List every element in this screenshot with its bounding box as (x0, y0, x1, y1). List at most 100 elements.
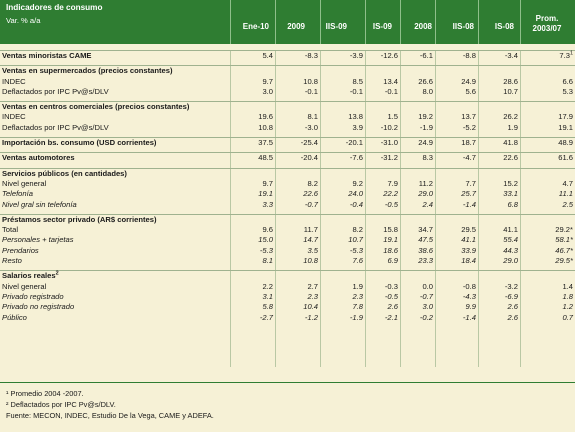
table-cell: -1.4 (435, 200, 478, 210)
table-row: Ventas en supermercados (precios constan… (0, 65, 575, 77)
cell-value: 2.3 (352, 291, 363, 301)
column-header-iis09: IIS-09 (325, 22, 347, 31)
table-cell: -2.7 (230, 313, 275, 323)
table-cell: -1.2 (275, 313, 320, 323)
cell-value: -0.1 (384, 86, 398, 96)
table-cell: 9.7 (230, 77, 275, 87)
row-label: Deflactados por IPC Pv@s/DLV (0, 123, 230, 133)
cell-value: 9.9 (465, 302, 476, 312)
table-cell: -3.4 (478, 50, 520, 62)
table-cell: 1.8 (520, 292, 575, 302)
table-cell: 34.7 (400, 225, 435, 235)
table-cell: -1.9 (320, 313, 365, 323)
cell-value: 4.7 (562, 178, 573, 188)
row-label-unit: (USD corrientes) (96, 138, 157, 148)
row-label: Prendarios (0, 246, 230, 256)
row-label-text: Ventas en supermercados (2, 66, 97, 76)
table-cell: -1.9 (400, 123, 435, 133)
cell-value: 9.6 (262, 225, 273, 235)
table-cell: -0.1 (275, 87, 320, 97)
table-cell: 29.5* (520, 256, 575, 266)
table-row: Telefonía 19.1 22.6 24.0 22.2 29.0 25.7 33.1 11.… (0, 189, 575, 199)
table-cell: 14.7 (275, 235, 320, 245)
footnotes: ¹ Promedio 2004 -2007. ² Deflactados por… (6, 388, 214, 421)
table-cell (320, 270, 365, 282)
cell-value: -3.0 (304, 122, 318, 132)
footnote-1: ¹ Promedio 2004 -2007. (6, 389, 84, 398)
cell-value: 14.7 (303, 235, 318, 245)
row-label-text: INDEC (2, 112, 26, 122)
row-label: Importación bs. consumo (USD corrientes) (0, 137, 230, 149)
header-divider (400, 0, 401, 44)
cell-value: 2.4 (422, 199, 433, 209)
cell-value: -0.3 (384, 281, 398, 291)
cell-value: 2.6 (507, 302, 518, 312)
cell-value: -6.1 (419, 51, 433, 60)
table-cell: 47.5 (400, 235, 435, 245)
table-cell (400, 65, 435, 77)
column-divider (520, 50, 521, 367)
table-cell: 23.3 (400, 256, 435, 266)
source-note: Fuente: MECON, INDEC, Estudio De la Vega… (6, 411, 214, 420)
row-label-text: Ventas automotores (2, 153, 75, 163)
table-cell: 4.7 (520, 179, 575, 189)
table-cell: 5.3 (520, 87, 575, 97)
cell-value: 22.6 (503, 153, 518, 163)
header-divider (275, 0, 276, 44)
header-divider (230, 0, 231, 44)
row-label-text: Salarios reales (2, 271, 56, 281)
cell-value: -1.9 (349, 312, 363, 322)
cell-value: -20.4 (300, 153, 318, 163)
cell-value: 1.2 (562, 302, 573, 312)
table-cell: 8.1 (230, 256, 275, 266)
table-cell: 48.5 (230, 152, 275, 164)
table-cell: 15.0 (230, 235, 275, 245)
cell-value: 2.2 (262, 281, 273, 291)
table-cell: 2.6 (365, 302, 400, 312)
table-cell (275, 270, 320, 282)
table-cell (520, 101, 575, 113)
table-row: INDEC 9.7 10.8 8.5 13.4 26.6 24.9 28.6 6.6 (0, 77, 575, 87)
row-label-text: Telefonía (2, 189, 33, 199)
cell-value: -1.9 (419, 122, 433, 132)
table-cell: 46.7* (520, 246, 575, 256)
cell-value: 26.2 (503, 112, 518, 122)
cell-value: 3.5 (307, 245, 318, 255)
cell-value: 1.8 (562, 291, 573, 301)
row-label-text: Deflactados por IPC Pv@s/DLV (2, 86, 109, 96)
table-cell: 9.6 (230, 225, 275, 235)
table-cell: -20.1 (320, 137, 365, 149)
row-label: Total (0, 225, 230, 235)
table-cell: 7.6 (320, 256, 365, 266)
row-label: Deflactados por IPC Pv@s/DLV (0, 87, 230, 97)
table-row: Salarios reales2 (0, 270, 575, 282)
table-cell: 13.4 (365, 77, 400, 87)
table-cell: 37.5 (230, 137, 275, 149)
cell-value: 15.8 (383, 225, 398, 235)
cell-value: 19.1 (258, 189, 273, 199)
table-cell: -6.9 (478, 292, 520, 302)
table-cell: -31.2 (365, 152, 400, 164)
table-cell (400, 213, 435, 226)
table-cell: 28.6 (478, 77, 520, 87)
table-cell: 22.6 (478, 152, 520, 164)
cell-value: 61.6 (558, 153, 573, 163)
row-label-unit: (precios constantes) (115, 102, 190, 112)
table-cell: 19.1 (365, 235, 400, 245)
table-cell (275, 65, 320, 77)
table-cell (275, 213, 320, 226)
row-label: Salarios reales2 (0, 270, 230, 282)
table-cell: 15.8 (365, 225, 400, 235)
table-cell (400, 101, 435, 113)
cell-value: 23.3 (418, 256, 433, 266)
cell-value: -4.3 (462, 291, 476, 301)
table-cell (365, 167, 400, 179)
table-cell (435, 167, 478, 179)
header-divider (435, 0, 436, 44)
cell-value: 8.2 (352, 225, 363, 235)
cell-value: 38.6 (418, 245, 433, 255)
cell-value: -31.2 (380, 153, 398, 163)
table-cell: 5.8 (230, 302, 275, 312)
cell-value: -3.9 (349, 51, 363, 60)
cell-value: 10.8 (303, 76, 318, 86)
